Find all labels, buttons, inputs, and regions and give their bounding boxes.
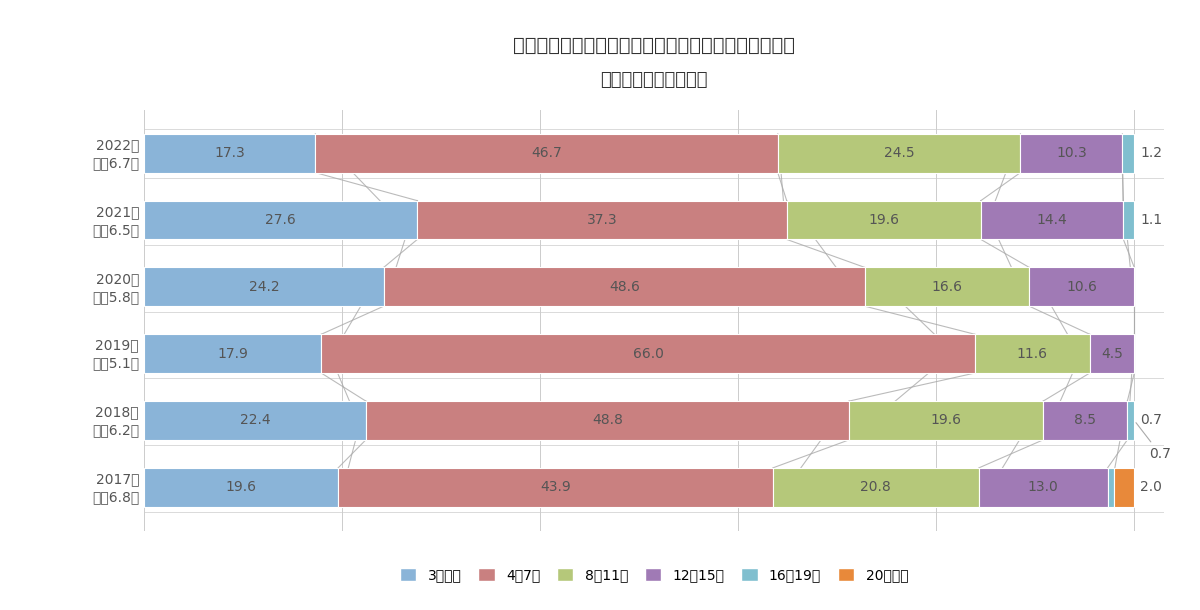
Text: 4.5: 4.5	[1102, 346, 1123, 361]
Text: 24.2: 24.2	[248, 280, 280, 294]
Text: 1.2: 1.2	[1140, 146, 1163, 160]
Text: 14.4: 14.4	[1037, 213, 1068, 227]
Text: 17.9: 17.9	[217, 346, 248, 361]
Text: 0.7: 0.7	[1136, 423, 1171, 461]
Text: 48.6: 48.6	[608, 280, 640, 294]
Bar	[384, 267, 865, 306]
Bar	[1020, 134, 1122, 173]
Bar	[979, 468, 1108, 507]
Text: 66.0: 66.0	[632, 346, 664, 361]
Text: 19.6: 19.6	[226, 480, 257, 494]
Text: 平均5.8分: 平均5.8分	[92, 290, 139, 304]
Bar	[144, 267, 384, 306]
Bar	[1030, 267, 1134, 306]
Bar	[980, 201, 1123, 239]
Text: 2021年: 2021年	[96, 205, 139, 219]
Bar	[865, 267, 1030, 306]
Bar	[778, 134, 1020, 173]
Text: 2017年: 2017年	[96, 472, 139, 486]
Bar	[316, 134, 778, 173]
Text: 11.6: 11.6	[1016, 346, 1048, 361]
Text: 平均6.7分: 平均6.7分	[92, 156, 139, 170]
Text: 46.7: 46.7	[532, 146, 562, 160]
Bar	[1115, 468, 1134, 507]
Text: 22.4: 22.4	[240, 414, 270, 428]
Text: 43.9: 43.9	[540, 480, 571, 494]
Text: 10.6: 10.6	[1067, 280, 1097, 294]
Text: 20.8: 20.8	[860, 480, 892, 494]
Bar	[1127, 401, 1134, 440]
Text: 17.3: 17.3	[215, 146, 245, 160]
Text: 平均6.2分: 平均6.2分	[92, 423, 139, 437]
Bar	[144, 468, 338, 507]
Text: 中部圏　新築マンションの徒歩時間別供給シェア推移: 中部圏 新築マンションの徒歩時間別供給シェア推移	[514, 36, 796, 55]
Text: 平均6.5分: 平均6.5分	[92, 223, 139, 237]
Text: 平均6.8分: 平均6.8分	[91, 490, 139, 504]
Bar	[144, 134, 316, 173]
Bar	[418, 201, 787, 239]
Text: 13.0: 13.0	[1028, 480, 1058, 494]
Legend: 3分以内, 4〜7分, 8〜11分, 12〜15分, 16〜19分, 20分以上: 3分以内, 4〜7分, 8〜11分, 12〜15分, 16〜19分, 20分以上	[395, 563, 913, 588]
Text: 16.6: 16.6	[931, 280, 962, 294]
Bar	[1108, 468, 1115, 507]
Bar	[1122, 134, 1134, 173]
Bar	[850, 401, 1043, 440]
Text: 48.8: 48.8	[592, 414, 623, 428]
Text: 1.1: 1.1	[1140, 213, 1163, 227]
Text: 24.5: 24.5	[883, 146, 914, 160]
Text: 2020年: 2020年	[96, 272, 139, 286]
Text: 10.3: 10.3	[1056, 146, 1087, 160]
Text: 2019年: 2019年	[96, 339, 139, 353]
Bar	[322, 334, 974, 373]
Text: 2022年: 2022年	[96, 138, 139, 152]
Bar	[366, 401, 850, 440]
Text: 2.0: 2.0	[1140, 480, 1162, 494]
Bar	[1090, 334, 1134, 373]
Text: 8.5: 8.5	[1074, 414, 1097, 428]
Bar	[787, 201, 980, 239]
Text: 0.7: 0.7	[1140, 414, 1162, 428]
Bar	[974, 334, 1090, 373]
Bar	[1043, 401, 1127, 440]
Text: 平均5.1分: 平均5.1分	[92, 357, 139, 371]
Text: 37.3: 37.3	[587, 213, 617, 227]
Text: 27.6: 27.6	[265, 213, 296, 227]
Bar	[144, 401, 366, 440]
Text: （徒歩物件のみ集計）: （徒歩物件のみ集計）	[600, 71, 708, 88]
Bar	[144, 334, 322, 373]
Text: 2018年: 2018年	[96, 406, 139, 420]
Bar	[144, 201, 418, 239]
Text: 19.6: 19.6	[869, 213, 899, 227]
Bar	[773, 468, 979, 507]
Bar	[338, 468, 773, 507]
Bar	[1123, 201, 1134, 239]
Text: 19.6: 19.6	[931, 414, 961, 428]
